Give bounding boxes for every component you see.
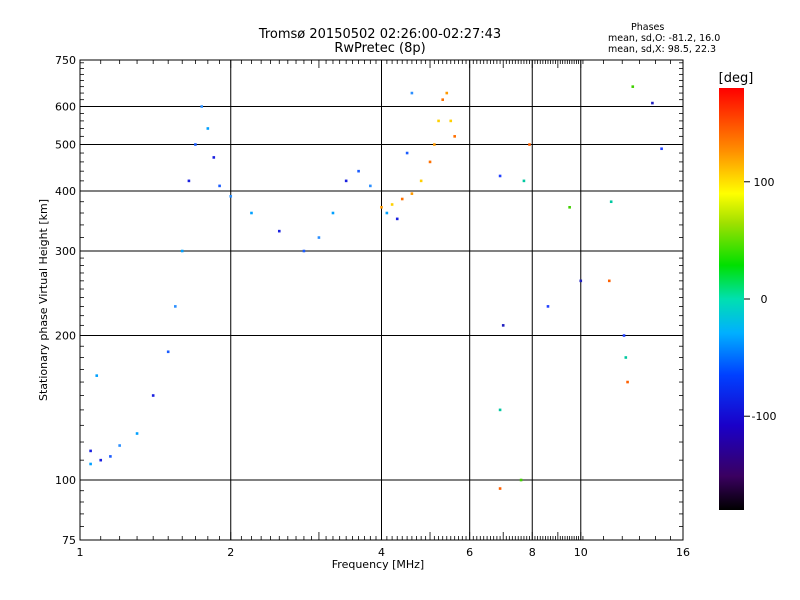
data-point-o: [151, 394, 155, 397]
x-axis-ticks: 1 2 4 6 8 10 16: [77, 60, 690, 559]
data-point-o: [218, 184, 221, 188]
y-axis-ticks: 75 100 200 300 400 500 600 750: [55, 54, 683, 547]
data-point-o: [410, 91, 414, 95]
data-point-x: [441, 98, 445, 101]
data-point-x: [390, 203, 394, 206]
y-tick-label: 100: [55, 474, 76, 487]
data-point-sparse: [579, 279, 583, 283]
data-point-o: [118, 444, 121, 447]
data-point-sparse: [522, 179, 526, 183]
data-point-sparse: [528, 143, 531, 146]
x-tick-label: 10: [574, 546, 588, 559]
data-point-sparse: [609, 200, 613, 204]
x-tick-label: 4: [378, 546, 385, 559]
data-point-o: [385, 211, 389, 215]
data-point-x: [449, 119, 453, 123]
data-point-sparse: [660, 147, 663, 151]
data-point-o: [180, 249, 184, 253]
data-point-x: [380, 205, 383, 209]
data-point-o: [369, 184, 372, 188]
x-tick-label: 2: [227, 546, 234, 559]
data-point-o: [317, 236, 321, 239]
data-point-x: [410, 192, 414, 195]
data-point-o: [135, 432, 139, 435]
plot-grid: [80, 60, 683, 540]
data-point-sparse: [607, 279, 611, 283]
data-point-o: [89, 462, 92, 466]
chart-subtitle: RwPretec (8p): [334, 41, 426, 56]
data-point-o: [405, 151, 409, 155]
data-point-o: [187, 179, 191, 183]
data-point-o: [229, 195, 233, 198]
data-point-o: [206, 127, 210, 130]
data-point-sparse: [622, 334, 626, 337]
data-point-o: [357, 169, 360, 173]
x-tick-label: 6: [466, 546, 473, 559]
x-tick-label: 16: [676, 546, 690, 559]
data-point-sparse: [624, 356, 628, 359]
data-point-o: [95, 374, 99, 377]
data-point-sparse: [519, 478, 523, 482]
data-point-x: [445, 91, 449, 95]
y-axis-label: Stationary phase Virtual Height [km]: [37, 199, 50, 401]
data-point-o: [109, 455, 112, 458]
data-point-sparse: [651, 101, 654, 105]
y-tick-label: 750: [55, 54, 76, 67]
data-point-x: [437, 119, 440, 123]
colorbar-ticks: 100 0 -100: [744, 176, 776, 423]
data-point-o: [344, 179, 348, 183]
colorbar-label: [deg]: [719, 71, 754, 86]
data-point-x: [433, 143, 436, 146]
data-point-x: [400, 197, 404, 201]
data-point-o: [89, 449, 92, 453]
data-points: [89, 85, 663, 490]
data-point-x: [453, 135, 456, 138]
data-point-x: [428, 160, 432, 164]
data-point-sparse: [546, 305, 550, 308]
y-tick-label: 500: [55, 139, 76, 152]
data-point-o: [302, 249, 306, 253]
stats-x-line: mean, sd,X: 98.5, 22.3: [608, 44, 717, 55]
data-point-sparse: [498, 487, 502, 490]
colorbar-tick-label: -100: [752, 410, 777, 423]
data-point-sparse: [631, 85, 635, 88]
data-point-sparse: [498, 174, 502, 178]
data-point-o: [212, 156, 216, 159]
y-tick-label: 300: [55, 245, 76, 258]
stats-o-line: mean, sd,O: -81.2, 16.0: [608, 33, 721, 44]
data-point-x: [419, 179, 423, 183]
x-tick-label: 1: [77, 546, 84, 559]
x-tick-label: 8: [529, 546, 536, 559]
x-axis-label: Frequency [MHz]: [332, 558, 424, 571]
data-point-o: [395, 217, 399, 221]
data-point-sparse: [498, 408, 502, 412]
data-point-sparse: [501, 324, 505, 327]
data-point-o: [331, 211, 335, 215]
y-tick-label: 200: [55, 330, 76, 343]
colorbar-tick-label: 0: [761, 293, 768, 306]
data-point-o: [250, 211, 253, 215]
data-point-sparse: [626, 380, 629, 384]
chart-title: Tromsø 20150502 02:26:00-02:27:43: [258, 27, 502, 42]
stats-header: Phases: [631, 22, 665, 33]
data-point-o: [277, 229, 281, 233]
data-point-o: [99, 458, 103, 462]
data-point-o: [194, 143, 197, 146]
colorbar-tick-label: 100: [754, 176, 775, 189]
y-tick-label: 400: [55, 185, 76, 198]
y-tick-label: 75: [62, 534, 76, 547]
y-tick-label: 600: [55, 101, 76, 114]
colorbar: [719, 88, 744, 510]
data-point-o: [200, 105, 204, 108]
data-point-o: [174, 305, 177, 308]
data-point-o: [166, 350, 170, 354]
data-point-sparse: [568, 205, 571, 209]
